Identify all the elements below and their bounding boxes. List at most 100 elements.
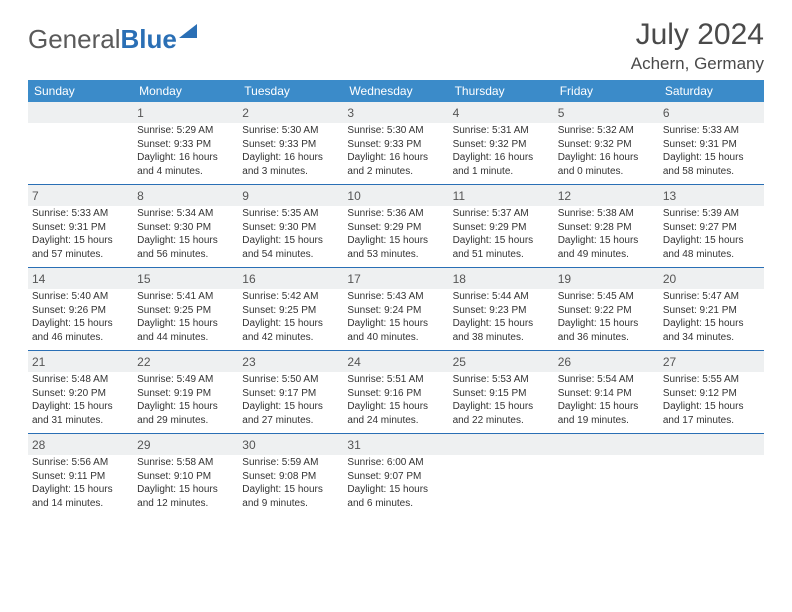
day-line: Sunrise: 5:37 AM <box>453 207 550 221</box>
day-line: Sunset: 9:32 PM <box>558 138 655 152</box>
weekday-sun: Sunday <box>28 80 133 102</box>
calendar-grid: 123456Sunrise: 5:29 AMSunset: 9:33 PMDay… <box>28 102 764 516</box>
day-number: 17 <box>343 268 448 289</box>
day-content: Sunrise: 5:58 AMSunset: 9:10 PMDaylight:… <box>133 455 238 516</box>
day-line: Daylight: 15 hours <box>663 317 760 331</box>
day-content: Sunrise: 5:30 AMSunset: 9:33 PMDaylight:… <box>238 123 343 184</box>
header: GeneralBlue July 2024 Achern, Germany <box>28 18 764 74</box>
day-line: and 12 minutes. <box>137 497 234 511</box>
title-block: July 2024 Achern, Germany <box>631 18 764 74</box>
day-line: Daylight: 16 hours <box>347 151 444 165</box>
brand-logo: GeneralBlue <box>28 24 197 55</box>
day-line: and 0 minutes. <box>558 165 655 179</box>
day-line: Sunset: 9:21 PM <box>663 304 760 318</box>
day-line: Daylight: 15 hours <box>558 317 655 331</box>
day-line: Daylight: 16 hours <box>242 151 339 165</box>
day-number: 7 <box>28 185 133 206</box>
day-line: Sunrise: 5:50 AM <box>242 373 339 387</box>
day-content: Sunrise: 5:55 AMSunset: 9:12 PMDaylight:… <box>659 372 764 433</box>
day-content <box>449 455 554 516</box>
day-line: Sunrise: 5:53 AM <box>453 373 550 387</box>
day-content: Sunrise: 5:56 AMSunset: 9:11 PMDaylight:… <box>28 455 133 516</box>
day-line: and 1 minute. <box>453 165 550 179</box>
day-line: Sunset: 9:29 PM <box>347 221 444 235</box>
day-line: Sunset: 9:25 PM <box>242 304 339 318</box>
day-line: and 40 minutes. <box>347 331 444 345</box>
day-line: Sunset: 9:30 PM <box>137 221 234 235</box>
day-line: Daylight: 15 hours <box>453 400 550 414</box>
day-content: Sunrise: 5:48 AMSunset: 9:20 PMDaylight:… <box>28 372 133 433</box>
day-line: Daylight: 15 hours <box>347 317 444 331</box>
day-content: Sunrise: 5:38 AMSunset: 9:28 PMDaylight:… <box>554 206 659 267</box>
day-line: and 36 minutes. <box>558 331 655 345</box>
day-content: Sunrise: 5:35 AMSunset: 9:30 PMDaylight:… <box>238 206 343 267</box>
weekday-tue: Tuesday <box>238 80 343 102</box>
day-number: 23 <box>238 351 343 372</box>
day-line: Daylight: 15 hours <box>347 483 444 497</box>
day-line: Daylight: 15 hours <box>663 151 760 165</box>
day-line: Sunrise: 6:00 AM <box>347 456 444 470</box>
day-line: and 57 minutes. <box>32 248 129 262</box>
day-line: and 19 minutes. <box>558 414 655 428</box>
day-line: Daylight: 15 hours <box>453 317 550 331</box>
day-content: Sunrise: 5:29 AMSunset: 9:33 PMDaylight:… <box>133 123 238 184</box>
day-line: Sunrise: 5:32 AM <box>558 124 655 138</box>
day-line: Sunset: 9:23 PM <box>453 304 550 318</box>
day-line: Sunset: 9:11 PM <box>32 470 129 484</box>
day-number <box>554 434 659 455</box>
day-number: 6 <box>659 102 764 123</box>
day-number: 21 <box>28 351 133 372</box>
day-content: Sunrise: 5:51 AMSunset: 9:16 PMDaylight:… <box>343 372 448 433</box>
day-line: Daylight: 15 hours <box>347 400 444 414</box>
day-number: 3 <box>343 102 448 123</box>
day-content: Sunrise: 5:31 AMSunset: 9:32 PMDaylight:… <box>449 123 554 184</box>
day-line: Daylight: 15 hours <box>242 317 339 331</box>
day-line: Sunrise: 5:58 AM <box>137 456 234 470</box>
day-line: Sunrise: 5:45 AM <box>558 290 655 304</box>
day-line: and 58 minutes. <box>663 165 760 179</box>
day-content: Sunrise: 5:39 AMSunset: 9:27 PMDaylight:… <box>659 206 764 267</box>
day-line: Daylight: 15 hours <box>347 234 444 248</box>
day-line: Daylight: 16 hours <box>453 151 550 165</box>
day-number: 4 <box>449 102 554 123</box>
weekday-thu: Thursday <box>449 80 554 102</box>
day-line: Sunset: 9:33 PM <box>137 138 234 152</box>
day-number: 1 <box>133 102 238 123</box>
day-line: Sunset: 9:33 PM <box>242 138 339 152</box>
day-line: and 6 minutes. <box>347 497 444 511</box>
day-line: Daylight: 15 hours <box>137 483 234 497</box>
day-line: and 48 minutes. <box>663 248 760 262</box>
day-line: Daylight: 15 hours <box>558 234 655 248</box>
day-line: and 38 minutes. <box>453 331 550 345</box>
day-line: and 56 minutes. <box>137 248 234 262</box>
day-line: and 22 minutes. <box>453 414 550 428</box>
day-line: and 2 minutes. <box>347 165 444 179</box>
day-line: Daylight: 15 hours <box>242 234 339 248</box>
day-line: Daylight: 15 hours <box>32 483 129 497</box>
day-number: 31 <box>343 434 448 455</box>
day-content: Sunrise: 5:49 AMSunset: 9:19 PMDaylight:… <box>133 372 238 433</box>
day-line: Sunset: 9:26 PM <box>32 304 129 318</box>
day-line: Daylight: 15 hours <box>32 400 129 414</box>
day-line: Sunset: 9:31 PM <box>663 138 760 152</box>
day-number: 5 <box>554 102 659 123</box>
day-line: Sunrise: 5:39 AM <box>663 207 760 221</box>
day-line: Sunrise: 5:59 AM <box>242 456 339 470</box>
day-line: Daylight: 15 hours <box>663 234 760 248</box>
day-line: and 34 minutes. <box>663 331 760 345</box>
day-line: Sunrise: 5:56 AM <box>32 456 129 470</box>
day-number: 14 <box>28 268 133 289</box>
day-line: Sunrise: 5:41 AM <box>137 290 234 304</box>
day-line: and 24 minutes. <box>347 414 444 428</box>
day-number: 2 <box>238 102 343 123</box>
day-line: Daylight: 15 hours <box>663 400 760 414</box>
day-content: Sunrise: 5:42 AMSunset: 9:25 PMDaylight:… <box>238 289 343 350</box>
day-content: Sunrise: 5:36 AMSunset: 9:29 PMDaylight:… <box>343 206 448 267</box>
day-number: 20 <box>659 268 764 289</box>
day-line: and 17 minutes. <box>663 414 760 428</box>
day-line: Sunset: 9:24 PM <box>347 304 444 318</box>
day-content: Sunrise: 5:50 AMSunset: 9:17 PMDaylight:… <box>238 372 343 433</box>
day-line: and 3 minutes. <box>242 165 339 179</box>
day-line: Sunrise: 5:33 AM <box>663 124 760 138</box>
weekday-wed: Wednesday <box>343 80 448 102</box>
